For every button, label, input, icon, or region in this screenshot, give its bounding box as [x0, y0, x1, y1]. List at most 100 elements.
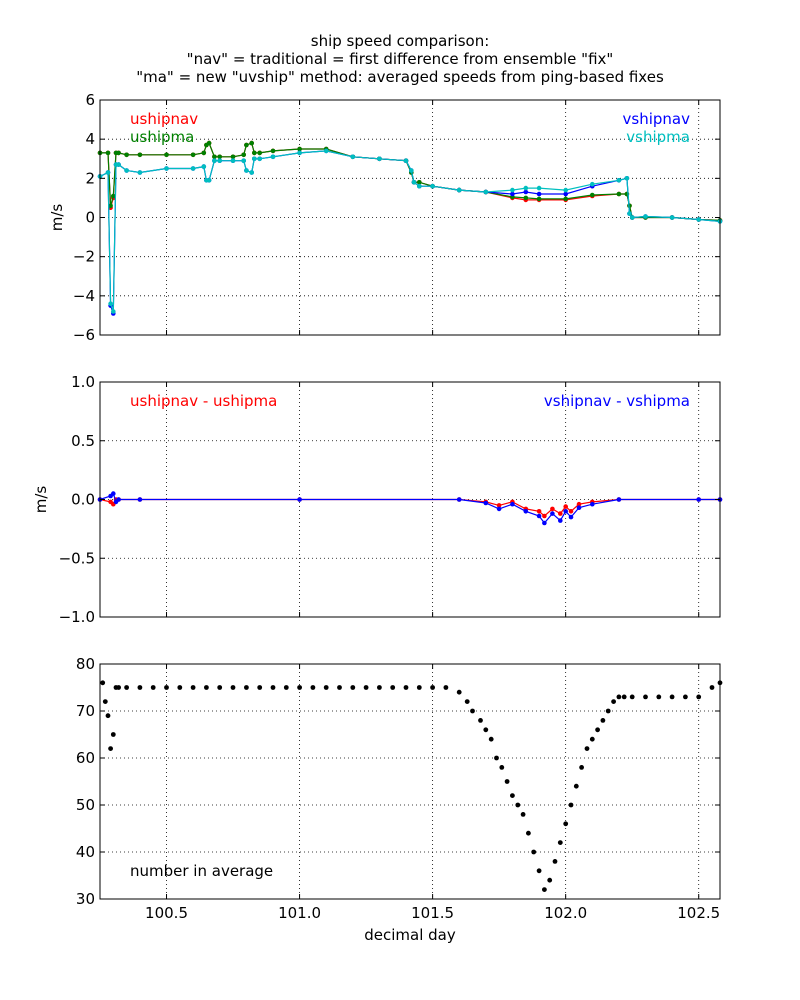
count-point-24	[350, 685, 356, 690]
point-ushipma-5	[116, 150, 121, 156]
point-vshipma-17	[244, 168, 249, 173]
point-vshipnav---vshipma-12	[536, 513, 542, 519]
point-vshipma-29	[417, 183, 422, 189]
count-point-53	[573, 783, 579, 789]
count-point-10	[164, 685, 169, 690]
series-line-ushipma	[100, 142, 721, 221]
count-point-54	[579, 765, 584, 770]
point-ushipnav---ushipma-12	[536, 509, 542, 514]
count-point-43	[520, 812, 526, 817]
point-vshipma-20	[257, 156, 263, 162]
point-ushipma-22	[297, 146, 302, 152]
count-panel-annotation: number in average	[130, 862, 273, 880]
count-ytick-label-3: 60	[76, 749, 95, 767]
point-vshipma-2	[108, 301, 113, 307]
point-vshipnav-33	[510, 191, 515, 197]
point-ushipma-17	[244, 142, 249, 148]
x-axis-label: decimal day	[364, 926, 456, 944]
count-point-13	[204, 685, 209, 690]
point-vshipnav-36	[563, 191, 568, 197]
count-point-7	[124, 685, 129, 690]
point-vshipma-32	[483, 189, 489, 195]
count-point-67	[683, 694, 688, 700]
speed-ytick-label-4: 2	[85, 169, 95, 187]
point-vshipma-13	[212, 158, 217, 163]
point-vshipnav-34	[523, 189, 529, 195]
series-line-vshipma	[99, 150, 721, 312]
count-point-34	[470, 708, 475, 714]
point-ushipma-6	[124, 152, 129, 158]
count-point-51	[563, 821, 569, 827]
point-ushipma-13	[212, 154, 217, 160]
point-vshipnav---vshipma-17	[568, 514, 574, 520]
count-panel-ticks: 30 40 50 60 70 80	[76, 655, 720, 908]
speed-ytick-label-0: −6	[73, 326, 95, 344]
point-vshipma-36	[563, 187, 568, 193]
point-vshipnav---vshipma-4	[116, 497, 121, 502]
speed-panel-grid	[100, 100, 720, 335]
point-vshipnav---vshipma-10	[510, 501, 515, 507]
point-vshipnav---vshipma-5	[137, 497, 143, 502]
count-point-59	[605, 708, 611, 714]
legend-u-difference: ushipnav - ushipma	[130, 392, 277, 410]
count-ytick-label-2: 50	[76, 796, 95, 814]
legend-vshipma: vshipma	[626, 128, 690, 146]
point-vshipnav---vshipma-6	[297, 497, 302, 502]
count-point-37	[488, 736, 494, 742]
point-ushipma-7	[137, 152, 143, 158]
count-point-4	[110, 732, 116, 737]
legend-vshipnav: vshipnav	[623, 110, 691, 128]
difference-panel-ticks: −1.0 −0.5 0.0 0.5 1.0	[59, 373, 720, 626]
speed-panel-ylabel: m/s	[48, 204, 66, 232]
title-line-3: "ma" = new "uvship" method: averaged spe…	[136, 68, 664, 86]
point-ushipma-36	[563, 196, 568, 202]
count-point-6	[116, 685, 121, 690]
difference-ytick-label-0: −1.0	[59, 608, 95, 626]
count-point-17	[257, 685, 263, 690]
count-point-32	[456, 689, 462, 695]
point-vshipma-40	[627, 211, 632, 216]
point-vshipma-12	[206, 178, 212, 183]
point-vshipma-26	[403, 158, 409, 163]
point-vshipnav---vshipma-15	[558, 518, 563, 523]
speed-ytick-label-2: −2	[73, 248, 95, 266]
point-vshipnav-35	[536, 191, 542, 197]
speed-panel-series	[97, 140, 723, 316]
point-vshipnav---vshipma-16	[563, 509, 568, 514]
point-vshipma-23	[323, 148, 329, 154]
difference-panel-ylabel: m/s	[32, 486, 50, 514]
title-line-2: "nav" = traditional = first difference f…	[187, 50, 614, 68]
count-point-22	[323, 685, 329, 690]
count-point-63	[629, 694, 635, 700]
point-ushipma-37	[590, 192, 595, 198]
count-point-16	[244, 685, 249, 690]
point-vshipma-42	[643, 214, 648, 219]
point-vshipma-5	[116, 162, 121, 167]
series-line-vshipnav	[99, 150, 721, 314]
point-ushipma-9	[190, 152, 196, 158]
count-point-2	[105, 713, 111, 719]
point-ushipma-29	[417, 180, 422, 185]
count-point-64	[643, 694, 648, 700]
x-tick-label-1: 101.0	[278, 904, 321, 922]
point-vshipma-22	[297, 150, 302, 156]
point-vshipma-21	[270, 154, 276, 160]
point-vshipma-41	[629, 215, 635, 220]
speed-panel-ticks: −6 −4 −2 0 2 4 6	[73, 91, 720, 344]
count-point-30	[430, 685, 435, 690]
point-ushipnav---ushipma-16	[563, 504, 568, 509]
difference-ytick-label-1: −0.5	[59, 549, 95, 567]
count-point-25	[363, 685, 369, 690]
count-point-45	[531, 849, 537, 855]
count-panel-grid	[100, 664, 720, 899]
count-point-15	[230, 685, 236, 690]
count-point-56	[589, 736, 595, 742]
count-panel: 30 40 50 60 70 80 number in average	[76, 655, 723, 908]
point-vshipma-7	[137, 170, 143, 175]
series-line-ushipnav---ushipma	[99, 498, 720, 517]
point-vshipma-16	[241, 158, 246, 163]
point-ushipnav---ushipma-13	[542, 513, 547, 519]
count-point-66	[669, 694, 675, 700]
count-point-8	[137, 685, 143, 690]
point-vshipma-9	[190, 166, 196, 171]
